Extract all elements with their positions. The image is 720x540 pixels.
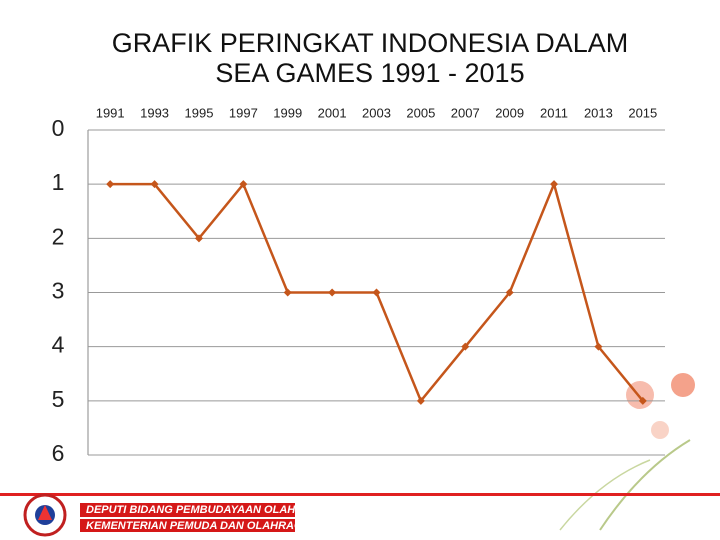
data-point [328,288,337,297]
data-point [505,288,514,297]
x-tick-label: 2007 [451,105,480,120]
y-tick-label: 2 [52,223,65,249]
x-tick-label: 1991 [96,105,125,120]
x-tick-label: 2005 [406,105,435,120]
data-point [150,180,159,189]
y-tick-label: 4 [52,332,65,358]
x-tick-label: 2009 [495,105,524,120]
y-tick-label: 1 [52,169,65,195]
data-point [594,342,603,351]
data-point [372,288,381,297]
data-point [416,396,425,405]
x-tick-label: 1999 [273,105,302,120]
data-point [194,234,203,243]
x-tick-label: 1995 [185,105,214,120]
chart-title: GRAFIK PERINGKAT INDONESIA DALAM SEA GAM… [111,28,629,88]
x-tick-label: 2001 [318,105,347,120]
data-point [638,396,647,405]
x-tick-label: 2011 [540,105,568,120]
decoration [0,373,720,537]
footer-line: DEPUTI BIDANG PEMBUDAYAAN OLAHRAGA [86,504,328,516]
y-tick-label: 0 [52,115,65,141]
footer-line: KEMENTERIAN PEMUDA DAN OLAHRAGA [86,520,311,532]
data-point [461,342,470,351]
y-tick-label: 5 [52,386,65,412]
x-tick-label: 1993 [140,105,169,120]
data-point [550,180,559,189]
x-tick-label: 1997 [229,105,258,120]
x-tick-label: 2013 [584,105,613,120]
data-point [239,180,248,189]
x-tick-label: 2003 [362,105,391,120]
data-point [106,180,115,189]
y-tick-label: 3 [52,278,65,304]
data-point [283,288,292,297]
y-tick-label: 6 [52,440,65,466]
x-tick-label: 2015 [628,105,657,120]
